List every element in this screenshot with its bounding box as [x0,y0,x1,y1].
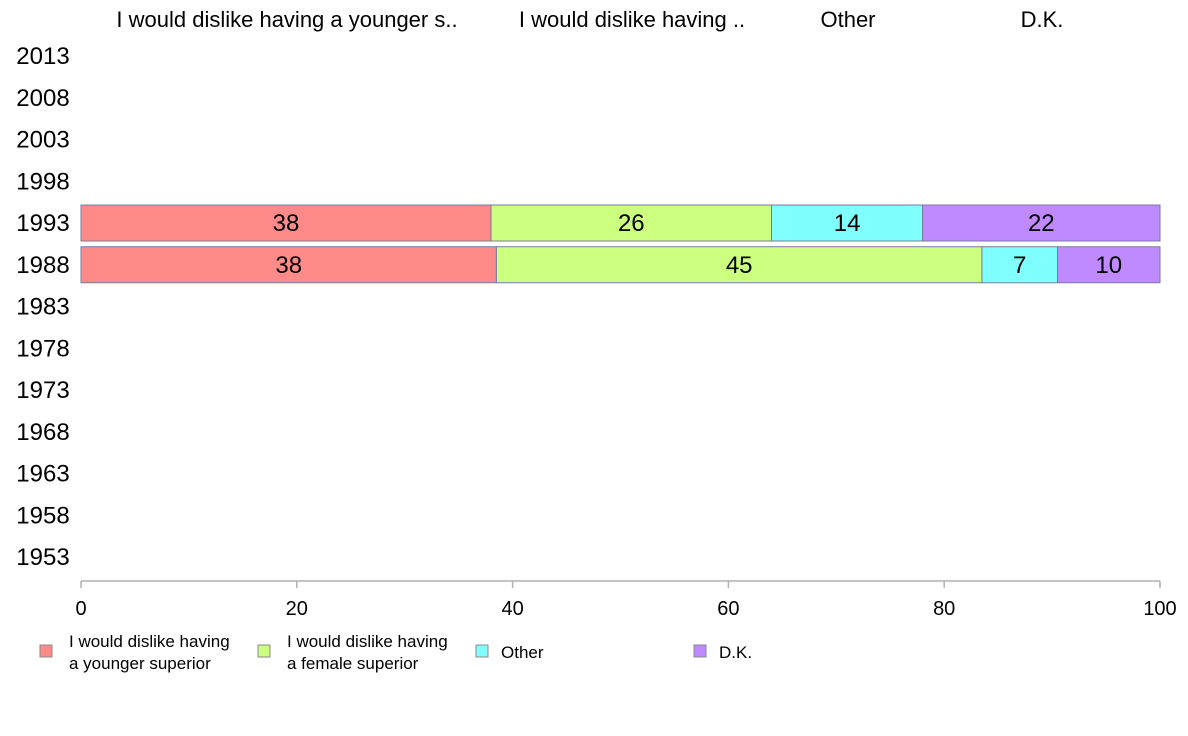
bar-1993-i-would-dislike-having-a-younger-superior [80,204,492,242]
bar-1993-i-would-dislike-having-a-female-superior [490,204,773,242]
bar-label-1993-other: 14 [834,210,861,237]
bar-1993-d-k [922,204,1161,242]
year-label-2013: 2013 [16,43,69,70]
column-header-d-k: D.K. [1021,7,1064,32]
year-label-2003: 2003 [16,127,69,154]
legend-swatch-i-would-dislike-having-a-younger-superior [39,644,53,658]
year-label-1978: 1978 [16,335,69,362]
bar-1988-i-would-dislike-having-a-younger-superior [80,246,497,284]
legend-swatch-d-k [693,644,707,658]
bar-1988-d-k [1056,246,1161,284]
bar-1993-other [771,204,924,242]
year-label-1963: 1963 [16,461,69,488]
year-label-1993: 1993 [16,210,69,237]
legend-label-i-would-dislike-having-a-younger-superior: I would dislike having a younger superior [69,632,230,673]
year-label-1953: 1953 [16,544,69,571]
x-tick-label-100: 100 [1143,598,1176,620]
column-headers: I would dislike having a younger s.. I wo… [116,7,1063,32]
bar-1988-other [981,246,1058,284]
bar-label-1988-i-would-dislike-having-a-younger-superior: 38 [275,252,302,279]
x-axis: 0 20 40 60 80 100 [75,580,1177,620]
bar-label-1988-i-would-dislike-having-a-female-superior: 45 [726,252,753,279]
bar-label-1988-d-k: 10 [1095,252,1122,279]
x-tick-label-20: 20 [286,598,308,620]
legend-label-other: Other [501,643,544,662]
bar-label-1993-d-k: 22 [1028,210,1055,237]
legend-swatch-i-would-dislike-having-a-female-superior [257,644,271,658]
year-label-2008: 2008 [16,85,69,112]
x-tick-label-60: 60 [717,598,739,620]
x-tick-label-0: 0 [75,598,86,620]
x-tick-label-40: 40 [501,598,523,620]
bar-label-1988-other: 7 [1013,252,1026,279]
year-label-1973: 1973 [16,377,69,404]
year-label-1958: 1958 [16,502,69,529]
legend: I would dislike having a younger superior… [39,632,752,673]
year-label-1968: 1968 [16,419,69,446]
column-header-other: Other [820,7,875,32]
bar-1988-i-would-dislike-having-a-female-superior [495,246,983,284]
year-label-1988: 1988 [16,252,69,279]
column-header-i-would-dislike-having-a-female-superior: I would dislike having .. [519,7,745,32]
legend-label-i-would-dislike-having-a-female-superior: I would dislike having a female superior [287,632,448,673]
y-axis-labels: 2013 2008 2003 1998 1993 1988 1983 1978 1973 1968… [16,43,69,571]
legend-swatch-other [475,644,489,658]
bar-label-1993-i-would-dislike-having-a-female-superior: 26 [618,210,645,237]
legend-label-d-k: D.K. [719,643,752,662]
column-header-i-would-dislike-having-a-younger-superior: I would dislike having a younger s.. [116,7,457,32]
year-label-1983: 1983 [16,294,69,321]
x-tick-label-80: 80 [933,598,955,620]
year-label-1998: 1998 [16,168,69,195]
bar-label-1993-i-would-dislike-having-a-younger-superior: 38 [273,210,300,237]
bars-layer: 38 26 14 22 38 45 7 10 [80,204,1161,284]
